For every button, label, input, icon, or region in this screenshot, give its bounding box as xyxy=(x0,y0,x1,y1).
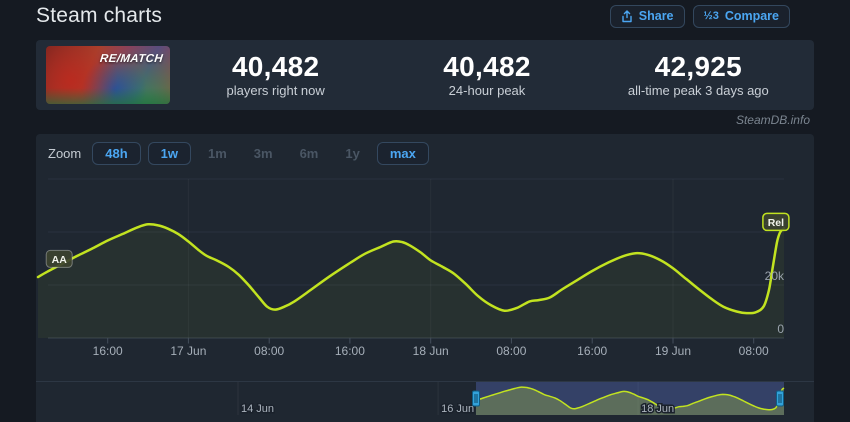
navigator-handle-right[interactable] xyxy=(776,390,784,407)
stat-value: 42,925 xyxy=(654,50,743,82)
steamdb-watermark: SteamDB.info xyxy=(735,113,810,127)
stat-label: 24-hour peak xyxy=(448,83,526,99)
stat-label: all-time peak 3 days ago xyxy=(627,83,769,99)
zoom-button-3m: 3m xyxy=(244,142,283,165)
share-icon xyxy=(621,9,633,23)
x-axis-label: 18 Jun xyxy=(413,344,449,358)
x-axis-label: 08:00 xyxy=(496,344,526,358)
share-button-label: Share xyxy=(638,9,674,23)
svg-text:AA: AA xyxy=(52,254,68,266)
x-axis-label: 08:00 xyxy=(254,344,284,358)
navigator-axis-label: 16 Jun xyxy=(441,403,474,415)
stats-card: RE/MATCH 40,482 players right now 40,482 … xyxy=(36,40,814,110)
navigator-handle-left[interactable] xyxy=(472,390,480,407)
zoom-button-max[interactable]: max xyxy=(376,141,429,165)
x-axis-label: 17 Jun xyxy=(170,344,206,358)
stat-column: 40,482 players right now xyxy=(170,50,381,99)
share-button[interactable]: Share xyxy=(609,4,685,28)
svg-text:Rel: Rel xyxy=(768,217,784,229)
zoom-button-1m: 1m xyxy=(198,142,237,165)
topbar-actions: Share ½3 Compare xyxy=(609,4,790,28)
players-line-chart[interactable]: 16:00 17 Jun 08:00 16:00 18 Jun 08:00 16:00 19 … xyxy=(36,172,814,376)
x-axis-label: 19 Jun xyxy=(655,344,691,358)
game-logo: RE/MATCH xyxy=(99,53,164,65)
players-area-fill xyxy=(38,224,784,338)
compare-button[interactable]: ½3 Compare xyxy=(692,4,790,28)
x-axis-label: 16:00 xyxy=(577,344,607,358)
stat-value: 40,482 xyxy=(443,50,531,82)
compare-button-label: Compare xyxy=(724,9,779,23)
x-axis-label: 16:00 xyxy=(93,344,123,358)
annotation-flag-Rel[interactable]: Rel xyxy=(762,212,790,232)
players-line xyxy=(36,222,786,315)
zoom-button-1w[interactable]: 1w xyxy=(147,141,191,165)
chart-navigator[interactable]: 14 Jun 16 Jun 18 Jun xyxy=(36,381,814,419)
stat-column: 40,482 24-hour peak xyxy=(381,50,592,99)
zoom-button-48h[interactable]: 48h xyxy=(92,141,141,165)
page-title: Steam charts xyxy=(36,4,163,27)
game-capsule-image[interactable]: RE/MATCH xyxy=(46,46,170,104)
x-axis-label: 16:00 xyxy=(335,344,365,358)
stat-column: 42,925 all-time peak 3 days ago xyxy=(593,50,804,99)
stats-columns: 40,482 players right now 40,482 24-hour p… xyxy=(170,50,804,99)
y-axis-label: 20k xyxy=(765,269,785,283)
stat-label: players right now xyxy=(226,83,325,99)
navigator-axis-label: 18 Jun xyxy=(641,403,674,415)
x-axis-label: 08:00 xyxy=(739,344,769,358)
y-axis-label: 0 xyxy=(777,322,784,336)
navigator-area-fill xyxy=(476,387,784,415)
zoom-button-1y: 1y xyxy=(335,142,369,165)
topbar: Steam charts Share ½3 Compare xyxy=(36,0,790,32)
navigator-line xyxy=(475,386,785,411)
zoom-controls: Zoom 48h 1w 1m 3m 6m 1y max xyxy=(36,134,814,172)
zoom-button-6m: 6m xyxy=(290,142,329,165)
zoom-label: Zoom xyxy=(48,145,82,161)
compare-icon: ½3 xyxy=(703,9,719,22)
stat-value: 40,482 xyxy=(231,50,320,82)
zoom-buttons: 48h 1w 1m 3m 6m 1y max xyxy=(92,141,429,165)
annotation-flag-AA[interactable]: AA xyxy=(45,249,73,268)
navigator-axis-label: 14 Jun xyxy=(241,403,274,415)
chart-panel: Zoom 48h 1w 1m 3m 6m 1y max 16:00 17 Jun 08:00 16… xyxy=(36,134,814,422)
